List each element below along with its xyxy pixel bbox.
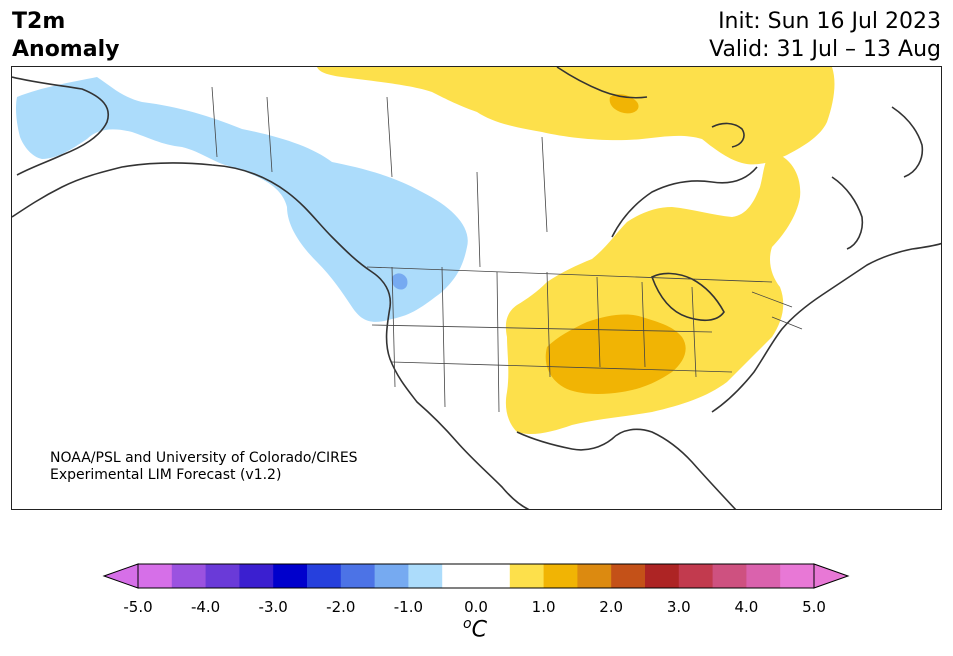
colorbar-tick-label: -1.0 <box>393 598 424 616</box>
colorbar-cell <box>543 564 578 588</box>
warm-arctic-region <box>317 67 835 165</box>
moderate-cool-spot <box>391 273 408 290</box>
colorbar-cell <box>712 564 747 588</box>
colorbar-cell <box>340 564 376 588</box>
colorbar <box>102 563 850 589</box>
coastlines <box>12 67 941 509</box>
state-borders <box>211 86 803 413</box>
colorbar-cell <box>307 564 342 588</box>
colorbar-cell <box>611 564 646 588</box>
title-line-anomaly: Anomaly <box>12 37 120 62</box>
unit-letter: C <box>471 617 487 643</box>
colorbar-tick-label: -2.0 <box>326 598 356 616</box>
colorbar-tick-label: 2.0 <box>599 598 624 616</box>
colorbar-cell <box>476 564 511 588</box>
colorbar-cell <box>239 564 274 588</box>
cool-anomaly-region <box>16 77 468 322</box>
moderate-warm-us <box>545 314 686 394</box>
colorbar-cell <box>205 564 240 588</box>
colorbar-cell <box>577 564 612 588</box>
colorbar-cell <box>374 564 409 588</box>
anomaly-map <box>12 67 941 509</box>
colorbar-cell <box>678 564 714 588</box>
colorbar-over-arrow <box>813 563 850 589</box>
colorbar-cell <box>408 564 443 588</box>
colorbar-cell <box>273 564 308 588</box>
colorbar-tick-label: 3.0 <box>666 598 691 616</box>
colorbar-cell <box>138 564 173 588</box>
credit-line-1: NOAA/PSL and University of Colorado/CIRE… <box>50 450 358 466</box>
title-line-variable: T2m <box>12 9 66 34</box>
warm-us-region <box>505 152 801 435</box>
colorbar-ticks: -5.0 -4.0 -3.0 -2.0 -1.0 0.0 1.0 2.0 3.0 4.0 5.0 <box>0 598 953 618</box>
colorbar-under-arrow <box>102 563 139 589</box>
colorbar-cell <box>171 564 207 588</box>
colorbar-cell <box>509 564 545 588</box>
colorbar-cell <box>442 564 477 588</box>
colorbar-tick-label: 5.0 <box>802 598 826 616</box>
moderate-warm-arctic <box>609 94 639 114</box>
colorbar-tick-label: -5.0 <box>123 598 153 616</box>
colorbar-cell <box>746 564 781 588</box>
colorbar-tick-label: 1.0 <box>531 598 556 616</box>
colorbar-tick-label: -4.0 <box>190 598 221 616</box>
forecast-dates: Init: Sun 16 Jul 2023 Valid: 31 Jul – 13… <box>709 8 941 64</box>
colorbar-cells <box>138 564 815 588</box>
data-credit: NOAA/PSL and University of Colorado/CIRE… <box>50 450 358 484</box>
valid-dates: Valid: 31 Jul – 13 Aug <box>709 37 941 62</box>
colorbar-tick-label: 0.0 <box>464 598 488 616</box>
colorbar-tick-label: -3.0 <box>258 598 288 616</box>
init-date: Init: Sun 16 Jul 2023 <box>718 9 941 34</box>
credit-line-2: Experimental LIM Forecast (v1.2) <box>50 467 282 483</box>
colorbar-cell <box>780 564 815 588</box>
colorbar-outline <box>137 563 815 589</box>
colorbar-cell <box>645 564 680 588</box>
map-panel: NOAA/PSL and University of Colorado/CIRE… <box>11 66 942 510</box>
unit-degree: o <box>463 616 472 632</box>
map-title: T2m Anomaly <box>12 8 119 64</box>
colorbar-tick-label: 4.0 <box>734 598 759 616</box>
colorbar-unit-label: oC <box>463 616 487 642</box>
